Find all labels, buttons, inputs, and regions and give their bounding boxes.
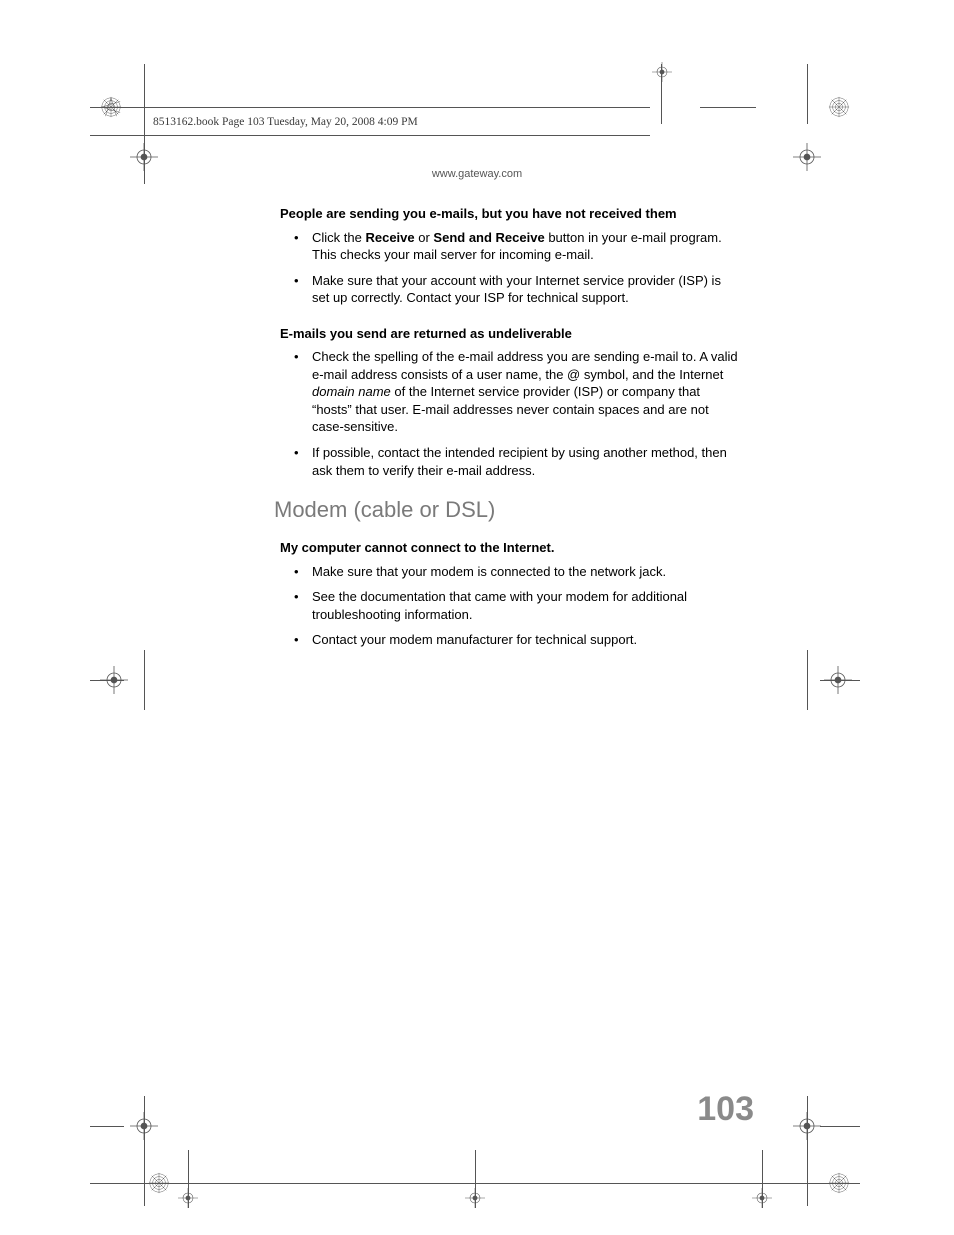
crop-line [807, 650, 808, 710]
registration-starburst-icon [828, 96, 850, 118]
document-page: 8513162.book Page 103 Tuesday, May 20, 2… [0, 0, 954, 1235]
crosshair-icon [793, 143, 821, 171]
bullet-list: Click the Receive or Send and Receive bu… [280, 229, 740, 307]
section-title: Modem (cable or DSL) [274, 497, 740, 523]
page-content: People are sending you e-mails, but you … [280, 205, 740, 667]
bullet-list: Check the spelling of the e-mail address… [280, 348, 740, 479]
list-item: See the documentation that came with you… [280, 588, 740, 623]
crosshair-icon [652, 62, 672, 82]
crop-line [807, 64, 808, 124]
crop-line [144, 650, 145, 710]
registration-starburst-icon [828, 1172, 850, 1194]
bullet-list: Make sure that your modem is connected t… [280, 563, 740, 649]
crosshair-icon [100, 666, 128, 694]
crop-line [700, 107, 756, 108]
section-heading: People are sending you e-mails, but you … [280, 205, 740, 223]
text-run-italic: domain name [312, 384, 391, 399]
crosshair-icon [130, 1112, 158, 1140]
text-run: or [415, 230, 434, 245]
crosshair-icon [793, 1112, 821, 1140]
book-header-line: 8513162.book Page 103 Tuesday, May 20, 2… [153, 116, 418, 128]
list-item: If possible, contact the intended recipi… [280, 444, 740, 479]
section-heading: E-mails you send are returned as undeliv… [280, 325, 740, 343]
crop-line [90, 107, 650, 108]
list-item: Click the Receive or Send and Receive bu… [280, 229, 740, 264]
section-heading: My computer cannot connect to the Intern… [280, 539, 740, 557]
crop-line [90, 135, 650, 136]
crosshair-icon [465, 1188, 485, 1208]
list-item: Check the spelling of the e-mail address… [280, 348, 740, 436]
crosshair-icon [752, 1188, 772, 1208]
text-run: Check the spelling of the e-mail address… [312, 349, 738, 382]
registration-starburst-icon [148, 1172, 170, 1194]
url-header: www.gateway.com [0, 168, 954, 180]
crop-line [820, 1126, 860, 1127]
page-number: 103 [697, 1090, 754, 1129]
text-run-bold: Send and Receive [433, 230, 544, 245]
crosshair-icon [178, 1188, 198, 1208]
text-run: Click the [312, 230, 365, 245]
registration-starburst-icon [100, 96, 122, 118]
crosshair-icon [130, 143, 158, 171]
text-run-bold: Receive [365, 230, 414, 245]
crosshair-icon [824, 666, 852, 694]
crop-line [90, 1126, 124, 1127]
list-item: Make sure that your account with your In… [280, 272, 740, 307]
list-item: Make sure that your modem is connected t… [280, 563, 740, 581]
list-item: Contact your modem manufacturer for tech… [280, 631, 740, 649]
